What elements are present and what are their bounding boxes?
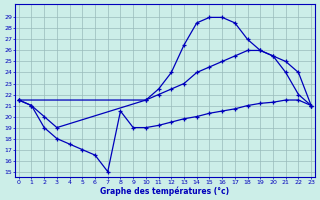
X-axis label: Graphe des températures (°c): Graphe des températures (°c) xyxy=(100,186,229,196)
